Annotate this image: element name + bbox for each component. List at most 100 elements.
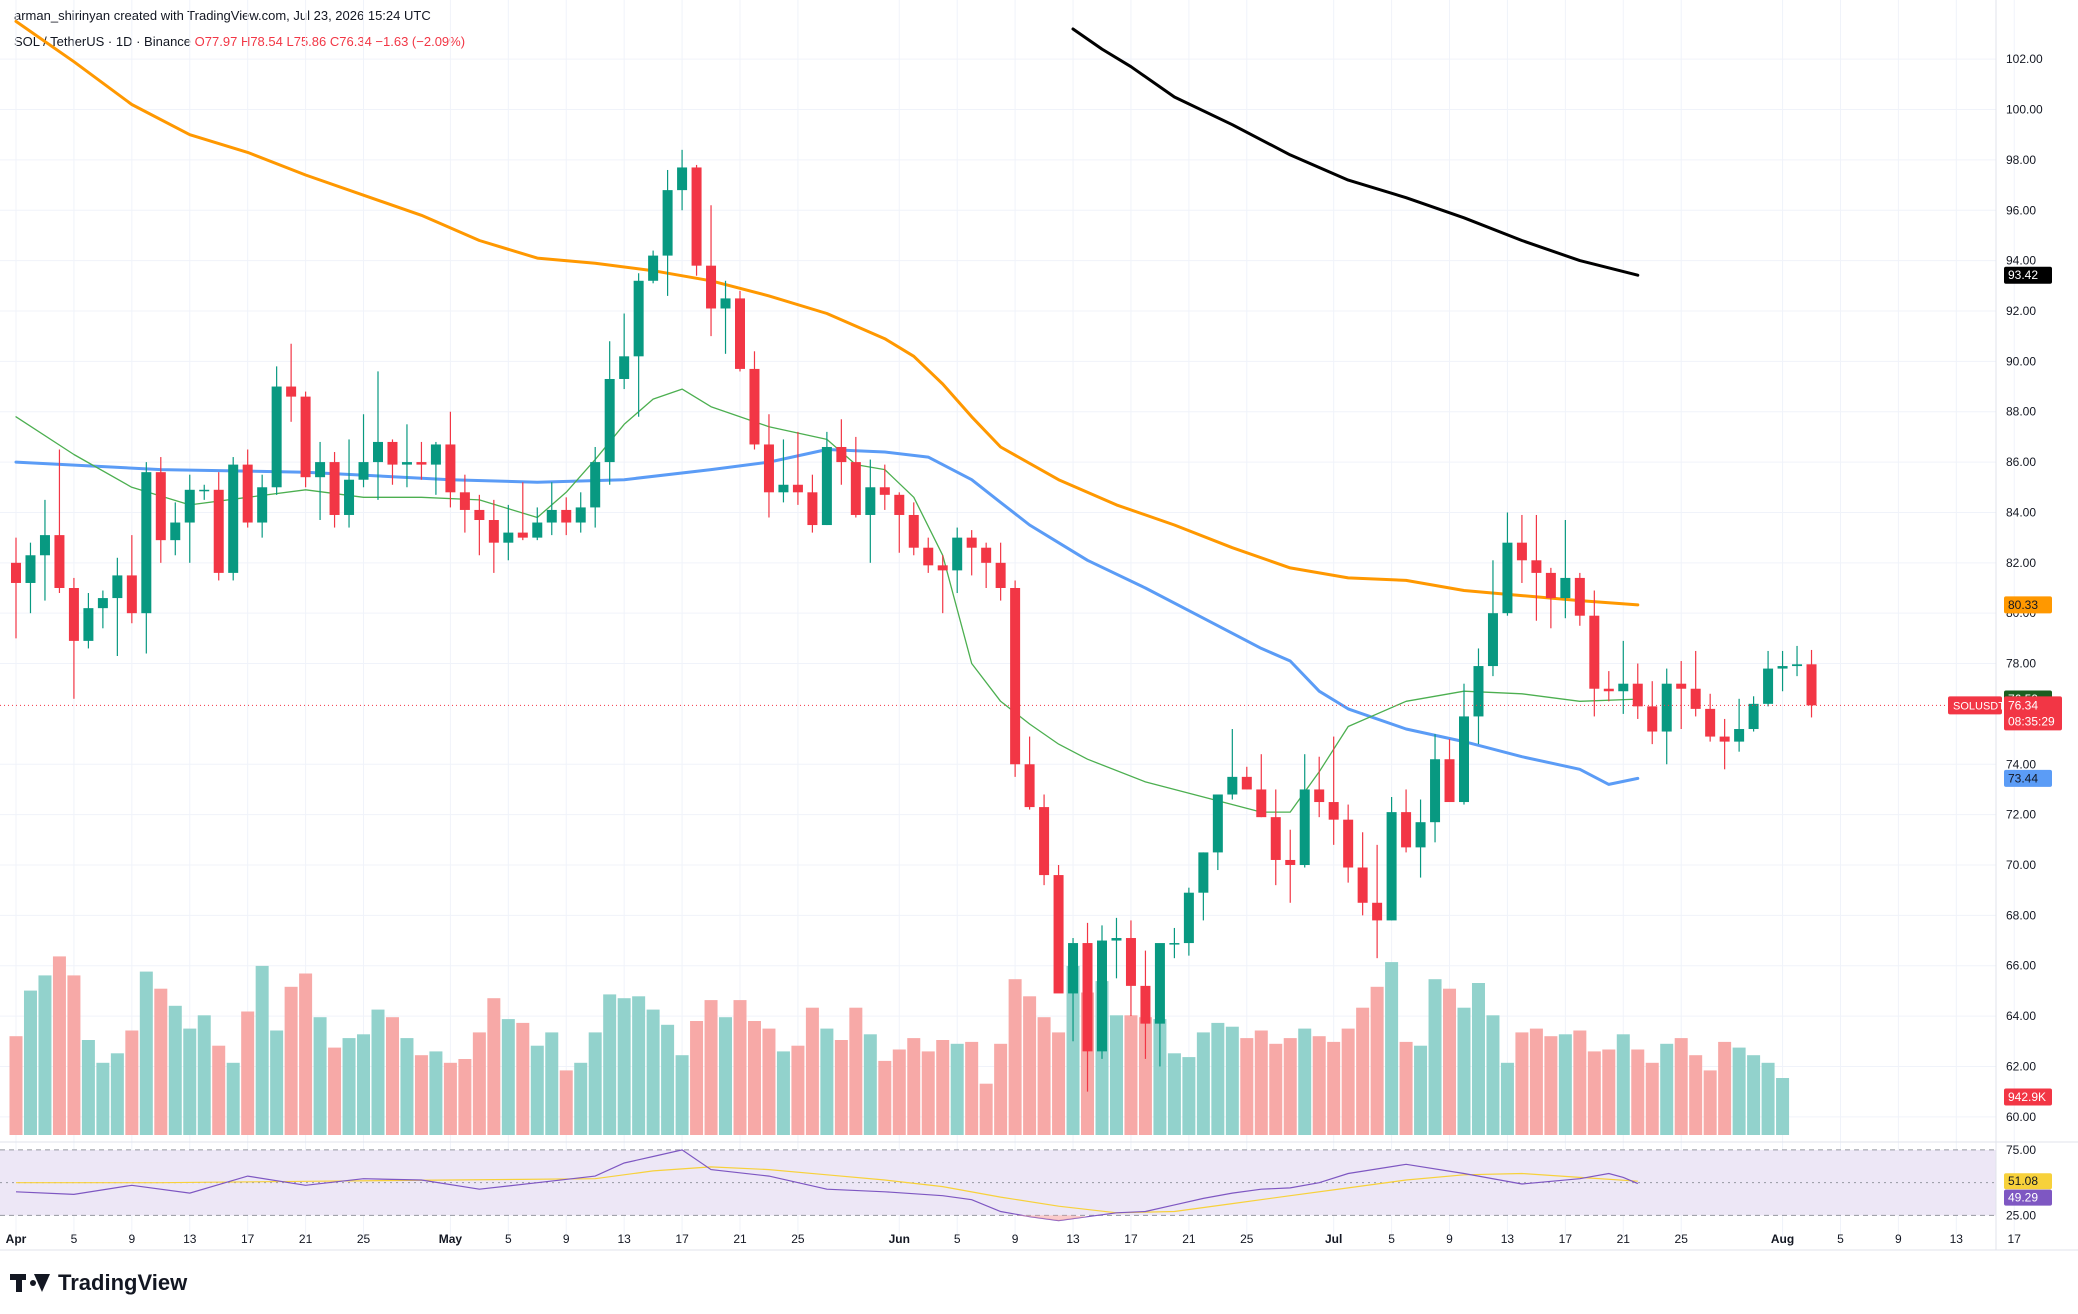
ma-orange-line: [14, 19, 1640, 607]
candle-body: [1459, 716, 1469, 803]
time-tick-label: Jul: [1325, 1232, 1342, 1246]
price-tick-label: 74.00: [2006, 757, 2036, 771]
candle-body: [836, 446, 847, 463]
candle-body: [561, 509, 572, 523]
volume-bar: [472, 1032, 486, 1135]
price-badge-bg: [2004, 266, 2052, 284]
rsi-ma-line: [16, 1166, 1638, 1214]
candle-body: [459, 492, 470, 510]
last-price-badge-bg: [2004, 696, 2062, 731]
price-change: −1.63 (−2.09%): [375, 34, 466, 49]
volume-bar: [936, 1040, 950, 1135]
price-tick-label: 70.00: [2006, 858, 2036, 872]
time-tick-label: 5: [505, 1232, 512, 1246]
candle-body: [358, 462, 369, 480]
time-tick-label: 13: [617, 1232, 631, 1246]
volume-bar: [1167, 1053, 1181, 1135]
volume-bar: [1109, 1015, 1123, 1135]
time-tick-label: 5: [1837, 1232, 1844, 1246]
rsi-value-badge-bg: [2004, 1189, 2052, 1206]
candle-body: [619, 356, 630, 379]
volume-bar: [1689, 1055, 1703, 1135]
candle-body: [1763, 668, 1774, 704]
volume-bar: [849, 1007, 863, 1135]
ohlc-low: L75.86: [286, 34, 327, 49]
volume-bar: [400, 1038, 414, 1135]
volume-bar: [1356, 1007, 1370, 1135]
candle-body: [1212, 794, 1223, 853]
candle-body: [416, 462, 427, 465]
candle-body: [1719, 736, 1730, 742]
price-tick-label: 82.00: [2006, 556, 2036, 570]
candle-body: [83, 608, 94, 641]
ohlc-high: H78.54: [240, 34, 283, 49]
candle-body: [488, 520, 499, 543]
volume-bar: [125, 1030, 139, 1135]
volume-bar: [1370, 986, 1384, 1135]
volume-bar: [1066, 965, 1080, 1135]
candle-body: [1010, 588, 1021, 765]
candle-body: [1386, 812, 1397, 921]
volume-bar: [675, 1055, 689, 1135]
candle-body: [1603, 688, 1614, 692]
time-tick-label: 13: [1501, 1232, 1515, 1246]
candle-body: [1516, 542, 1527, 561]
time-tick-label: 5: [71, 1232, 78, 1246]
candle-body: [546, 509, 557, 523]
time-tick-label: 9: [1895, 1232, 1902, 1246]
price-tick-label: 94.00: [2006, 254, 2036, 268]
volume-bar: [1240, 1038, 1254, 1135]
time-tick-label: 13: [1950, 1232, 1964, 1246]
candle-body: [503, 532, 514, 543]
volume-bar: [168, 1005, 182, 1135]
candle-body: [821, 446, 832, 526]
candle-body: [604, 378, 615, 463]
price-tick-label: 72.00: [2006, 808, 2036, 822]
candle-body: [850, 462, 861, 515]
symbol-info[interactable]: SOL / TetherUS · 1D · Binance O77.97 H78…: [14, 34, 465, 49]
volume-bar: [226, 1062, 240, 1135]
candle-body: [1545, 572, 1556, 599]
volume-bar: [965, 1041, 979, 1135]
price-tick-label: 60.00: [2006, 1110, 2036, 1124]
volume-bar: [1211, 1022, 1225, 1135]
volume-bar: [719, 1017, 733, 1135]
candle-body: [633, 280, 644, 357]
candle-body: [1068, 943, 1079, 994]
time-tick-label: 9: [1012, 1232, 1019, 1246]
price-tick-label: 98.00: [2006, 153, 2036, 167]
candle-body: [1734, 729, 1745, 742]
time-tick-label: Aug: [1771, 1232, 1794, 1246]
candle-body: [474, 509, 485, 521]
time-tick-label: 9: [128, 1232, 135, 1246]
candle-body: [112, 575, 123, 599]
volume-bar: [1327, 1041, 1341, 1135]
volume-bar: [747, 1021, 761, 1135]
price-badge: 73.44: [2008, 771, 2038, 785]
volume-bar: [588, 1032, 602, 1135]
candle-body: [1705, 708, 1716, 737]
candle-body: [1632, 683, 1643, 707]
time-tick-label: 17: [1559, 1232, 1573, 1246]
candle-body: [315, 462, 326, 478]
volume-bar: [1341, 1028, 1355, 1135]
symbol-name[interactable]: SOL / TetherUS · 1D · Binance: [14, 34, 192, 49]
rsi-tick-label: 25.00: [2006, 1208, 2036, 1222]
volume-bar: [429, 1051, 443, 1135]
candle-body: [908, 514, 919, 548]
candle-body: [763, 444, 774, 493]
time-tick-label: 17: [675, 1232, 689, 1246]
volume-bar: [1761, 1062, 1775, 1135]
candle-body: [894, 494, 905, 515]
volume-bar: [1138, 1017, 1152, 1135]
candle-body: [792, 484, 803, 493]
time-tick-label: 5: [954, 1232, 961, 1246]
candle-body: [199, 489, 210, 492]
volume-bar: [385, 1017, 399, 1135]
volume-bar: [1182, 1057, 1196, 1135]
tradingview-brand[interactable]: TradingView: [10, 1270, 187, 1296]
candle-body: [590, 462, 601, 508]
candle-body: [271, 386, 282, 488]
candle-body: [97, 598, 108, 609]
